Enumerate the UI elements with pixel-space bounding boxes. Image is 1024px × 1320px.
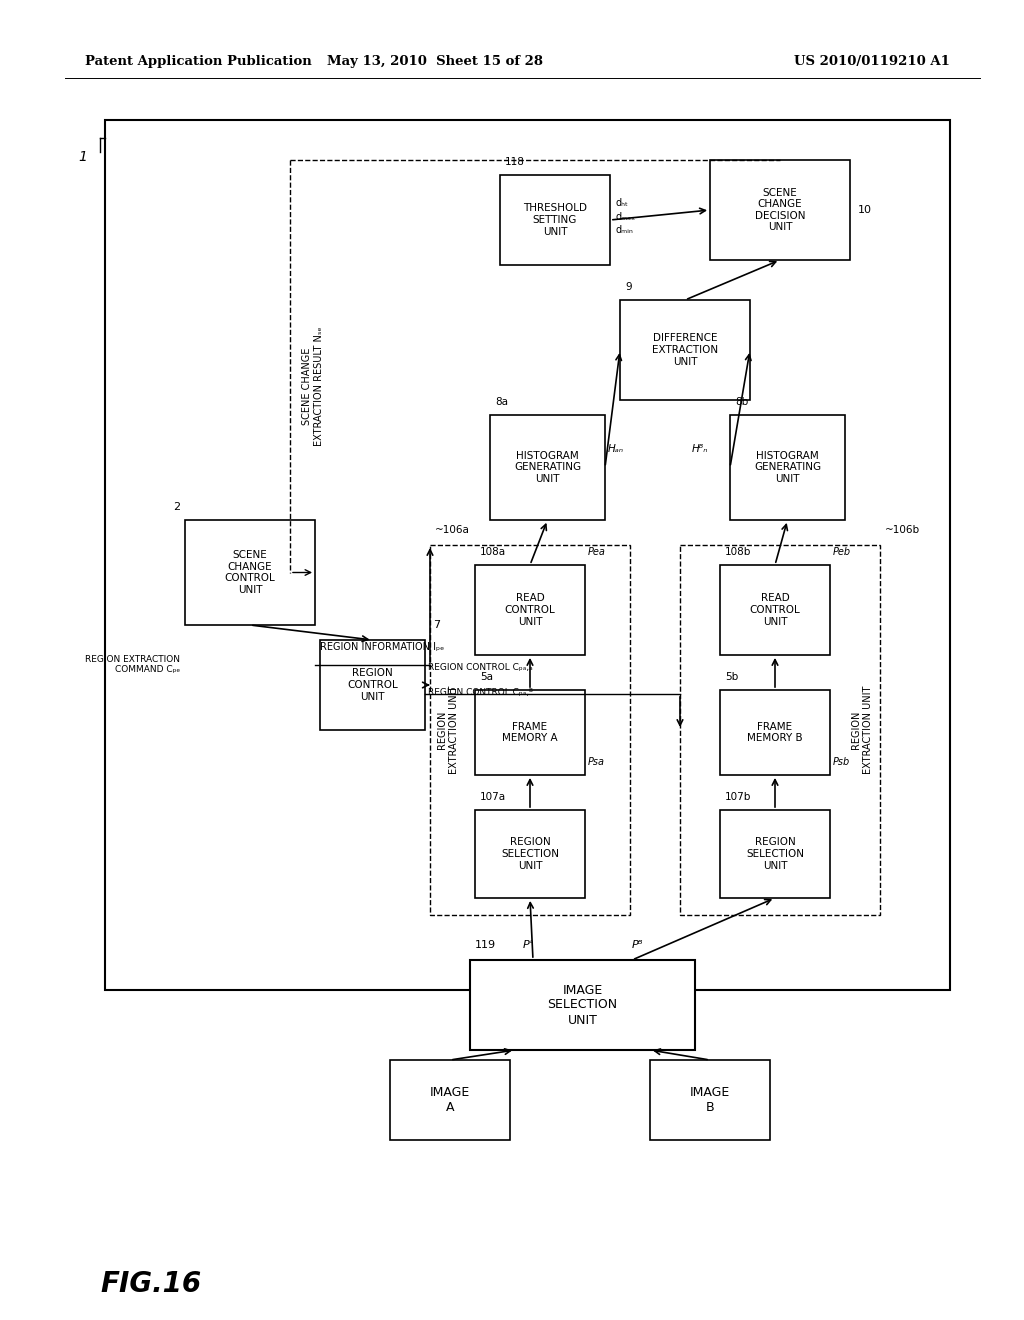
Text: May 13, 2010  Sheet 15 of 28: May 13, 2010 Sheet 15 of 28 xyxy=(327,55,543,69)
Bar xyxy=(475,565,585,655)
Bar xyxy=(720,810,830,898)
Text: 8a: 8a xyxy=(495,397,508,407)
Text: Pea: Pea xyxy=(588,546,606,557)
Text: 108a: 108a xyxy=(480,546,506,557)
Text: IMAGE
A: IMAGE A xyxy=(430,1086,470,1114)
Text: FIG.16: FIG.16 xyxy=(100,1270,201,1298)
Text: IMAGE
SELECTION
UNIT: IMAGE SELECTION UNIT xyxy=(548,983,617,1027)
Text: Peb: Peb xyxy=(833,546,851,557)
Bar xyxy=(710,160,850,260)
Text: dₘₐₓ: dₘₐₓ xyxy=(615,213,635,222)
Text: ~106a: ~106a xyxy=(435,525,470,535)
Text: FRAME
MEMORY A: FRAME MEMORY A xyxy=(502,722,558,743)
Bar xyxy=(319,640,425,730)
Text: Hₐₙ: Hₐₙ xyxy=(608,444,624,454)
Text: 9: 9 xyxy=(625,282,632,292)
Text: THRESHOLD
SETTING
UNIT: THRESHOLD SETTING UNIT xyxy=(523,203,587,236)
Text: 108b: 108b xyxy=(725,546,752,557)
Text: REGION
EXTRACTION UNIT: REGION EXTRACTION UNIT xyxy=(437,686,459,775)
Text: dₕₜ: dₕₜ xyxy=(615,198,628,209)
Text: 119: 119 xyxy=(475,940,496,950)
Text: SCENE
CHANGE
CONTROL
UNIT: SCENE CHANGE CONTROL UNIT xyxy=(224,550,275,595)
Bar xyxy=(475,810,585,898)
Bar xyxy=(185,520,315,624)
Text: SCENE CHANGE
EXTRACTION RESULT Nₛₑ: SCENE CHANGE EXTRACTION RESULT Nₛₑ xyxy=(302,326,324,446)
Bar xyxy=(105,120,950,990)
Text: HISTOGRAM
GENERATING
UNIT: HISTOGRAM GENERATING UNIT xyxy=(514,451,581,484)
Text: REGION CONTROL Cₚₐ,ᴮ: REGION CONTROL Cₚₐ,ᴮ xyxy=(428,688,534,697)
Text: IMAGE
B: IMAGE B xyxy=(690,1086,730,1114)
Bar xyxy=(390,1060,510,1140)
Bar xyxy=(475,690,585,775)
Text: 10: 10 xyxy=(858,205,872,215)
Text: SCENE
CHANGE
DECISION
UNIT: SCENE CHANGE DECISION UNIT xyxy=(755,187,805,232)
Bar xyxy=(490,414,605,520)
Text: REGION
CONTROL
UNIT: REGION CONTROL UNIT xyxy=(347,668,398,702)
Bar xyxy=(650,1060,770,1140)
Text: 107b: 107b xyxy=(725,792,752,803)
Text: REGION
SELECTION
UNIT: REGION SELECTION UNIT xyxy=(501,837,559,871)
Text: FRAME
MEMORY B: FRAME MEMORY B xyxy=(748,722,803,743)
Text: REGION INFORMATION Iₚₑ: REGION INFORMATION Iₚₑ xyxy=(319,642,444,652)
Bar xyxy=(720,565,830,655)
Bar xyxy=(620,300,750,400)
Text: ~106b: ~106b xyxy=(885,525,921,535)
Text: READ
CONTROL
UNIT: READ CONTROL UNIT xyxy=(750,594,801,627)
Text: Psb: Psb xyxy=(833,756,850,767)
Text: dₘᵢₙ: dₘᵢₙ xyxy=(615,224,633,235)
Bar xyxy=(470,960,695,1049)
Text: Hᴮₙ: Hᴮₙ xyxy=(692,444,709,454)
Bar xyxy=(430,545,630,915)
Text: 8b: 8b xyxy=(735,397,749,407)
Text: Pᴮ: Pᴮ xyxy=(631,940,643,950)
Text: 118: 118 xyxy=(505,157,525,168)
Text: READ
CONTROL
UNIT: READ CONTROL UNIT xyxy=(505,594,555,627)
Text: Patent Application Publication: Patent Application Publication xyxy=(85,55,311,69)
Text: US 2010/0119210 A1: US 2010/0119210 A1 xyxy=(795,55,950,69)
Text: Psa: Psa xyxy=(588,756,605,767)
Text: 107a: 107a xyxy=(480,792,506,803)
Text: HISTOGRAM
GENERATING
UNIT: HISTOGRAM GENERATING UNIT xyxy=(754,451,821,484)
Text: 1: 1 xyxy=(78,150,87,164)
Bar xyxy=(730,414,845,520)
Text: 5a: 5a xyxy=(480,672,493,682)
Bar xyxy=(680,545,880,915)
Text: Pᴬ: Pᴬ xyxy=(522,940,534,950)
Text: 7: 7 xyxy=(433,620,440,630)
Text: 2: 2 xyxy=(173,502,180,512)
Bar xyxy=(500,176,610,265)
Text: REGION CONTROL Cₚₐ,ₐ: REGION CONTROL Cₚₐ,ₐ xyxy=(428,663,532,672)
Text: DIFFERENCE
EXTRACTION
UNIT: DIFFERENCE EXTRACTION UNIT xyxy=(652,334,718,367)
Text: REGION
EXTRACTION UNIT: REGION EXTRACTION UNIT xyxy=(851,686,872,775)
Text: 5b: 5b xyxy=(725,672,738,682)
Bar xyxy=(720,690,830,775)
Text: REGION
SELECTION
UNIT: REGION SELECTION UNIT xyxy=(746,837,804,871)
Text: REGION EXTRACTION
COMMAND Cₚₑ: REGION EXTRACTION COMMAND Cₚₑ xyxy=(85,655,180,675)
